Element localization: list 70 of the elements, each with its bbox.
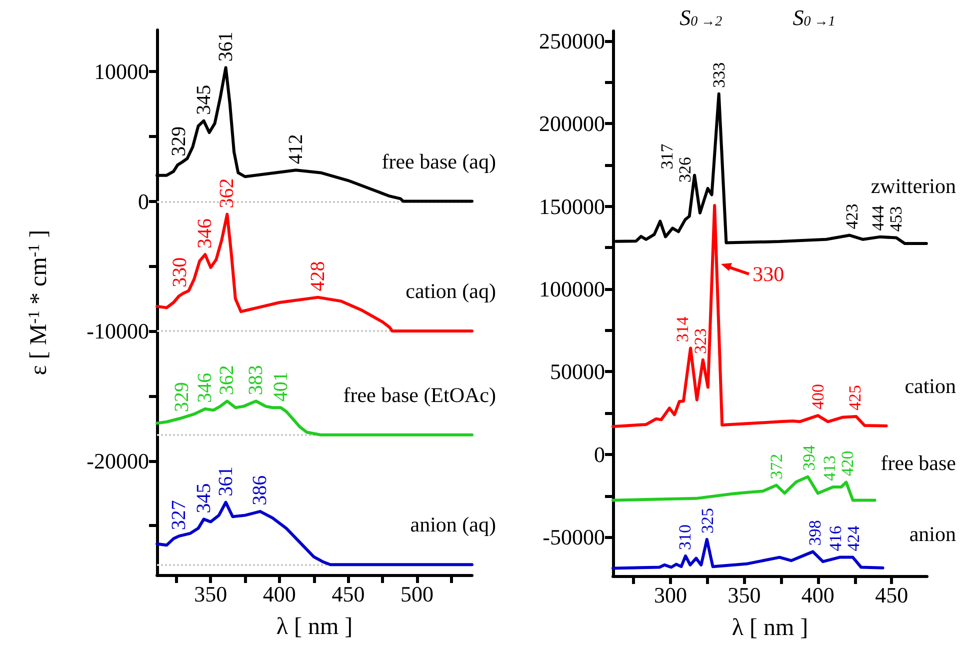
y-axis-title: ε [ M-1 * cm-1 ] [26, 230, 52, 376]
series-label: cation [904, 374, 956, 398]
y-tick-label: 0 [594, 442, 605, 467]
annotation: 413 [820, 456, 839, 482]
annotation: 325 [698, 508, 717, 534]
y-tick-label: 50000 [550, 359, 605, 384]
y-tick-label: 200000 [539, 111, 605, 136]
y-tick-label: 0 [138, 188, 149, 214]
annotation: 346 [194, 372, 216, 403]
series-label: free base (aq) [382, 149, 496, 174]
annotation: 345 [192, 483, 215, 514]
y-tick-label: 250000 [539, 28, 605, 54]
series-label: anion [909, 522, 956, 546]
annotation: 317 [658, 143, 677, 170]
annotation: 361 [214, 32, 237, 62]
annotation: 327 [168, 500, 190, 530]
x-tick-label: 300 [654, 582, 687, 608]
x-axis-title: λ [ nm ] [276, 614, 353, 640]
annotation: 333 [710, 62, 729, 88]
annotation: 329 [170, 382, 193, 412]
y-tick-label: 10000 [94, 59, 149, 84]
annotation: 330 [169, 257, 192, 288]
y-tick-label: -50000 [542, 524, 605, 550]
x-tick-label: 350 [728, 582, 761, 608]
y-tick-label: 100000 [539, 276, 605, 302]
y-tick-label: 150000 [539, 194, 605, 219]
annotation: 345 [192, 84, 215, 115]
annotation: 386 [249, 475, 272, 506]
series-label: free base [880, 451, 956, 476]
x-tick-label: 500 [400, 582, 434, 606]
annotation: 425 [845, 385, 864, 411]
annotation: 314 [672, 316, 692, 342]
annotation: 362 [216, 365, 238, 396]
x-tick-label: 450 [332, 582, 365, 606]
series-label: anion (aq) [410, 512, 496, 537]
annotation: 362 [216, 178, 238, 208]
annotation: 329 [168, 126, 190, 156]
text: S0 →1 [792, 5, 836, 30]
annotation: 420 [838, 450, 857, 476]
annotation: 401 [270, 372, 292, 402]
annotation: 383 [245, 365, 268, 396]
series-label: zwitterion [870, 174, 956, 198]
annotation: 400 [808, 384, 828, 410]
annotation: 394 [800, 444, 819, 471]
annotation: 310 [676, 524, 695, 550]
annotation: 372 [767, 454, 786, 480]
annotation: 346 [194, 218, 216, 248]
x-tick-label: 450 [875, 582, 908, 608]
annotation: 361 [214, 466, 237, 496]
x-axis-title: λ [ nm ] [732, 615, 808, 641]
annotation: 323 [690, 328, 710, 354]
series-label: cation (aq) [406, 279, 496, 304]
annotation: 412 [284, 134, 307, 164]
line-series [612, 204, 888, 428]
x-tick-label: 350 [194, 582, 228, 606]
x-tick-label: 400 [262, 582, 296, 606]
annotation: 424 [844, 525, 863, 552]
annotation: 444 [868, 204, 888, 231]
y-tick-label: -20000 [86, 448, 149, 474]
annotation: 423 [842, 204, 862, 230]
annotation: 428 [306, 261, 329, 292]
annotation: 326 [676, 156, 695, 182]
annotation: 453 [886, 206, 906, 232]
text: S0 →2 [680, 5, 722, 30]
annotation: 330 [752, 262, 784, 286]
x-tick-label: 400 [801, 582, 834, 608]
annotation: 398 [805, 520, 824, 546]
annotation: 416 [826, 526, 845, 552]
y-tick-label: -10000 [86, 318, 149, 344]
series-label: free base (EtOAc) [343, 382, 496, 407]
